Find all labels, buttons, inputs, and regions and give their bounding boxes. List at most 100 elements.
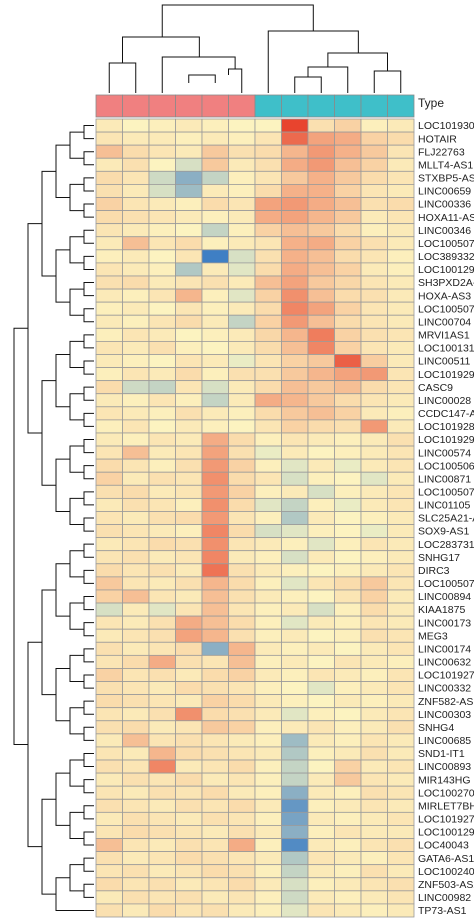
type-annotation-cell	[122, 94, 150, 118]
heatmap-cell	[334, 615, 362, 630]
heatmap-cell	[334, 877, 362, 892]
dendrogram-link	[83, 255, 94, 270]
heatmap-cell	[334, 249, 362, 264]
heatmap-cell	[254, 877, 282, 892]
heatmap-cell	[307, 393, 335, 408]
heatmap-cell	[228, 236, 256, 251]
heatmap-cell	[228, 602, 256, 617]
heatmap-cell	[122, 432, 150, 447]
heatmap-cell	[307, 118, 335, 133]
type-annotation-cell	[281, 94, 309, 118]
row-label: SLC25A21-AS1	[418, 513, 474, 525]
heatmap-cell	[175, 851, 203, 866]
heatmap-cell	[122, 184, 150, 198]
heatmap-cell	[307, 576, 335, 591]
heatmap-cell	[307, 838, 335, 852]
heatmap-cell	[281, 537, 309, 552]
heatmap-cell	[334, 184, 362, 198]
dendrogram-link	[41, 589, 56, 696]
heatmap-cell	[95, 759, 123, 774]
heatmap-cell	[281, 851, 309, 866]
heatmap-cell	[228, 563, 256, 578]
dendrogram-link	[83, 491, 94, 506]
heatmap-cell	[281, 720, 309, 735]
heatmap-cell	[122, 524, 150, 539]
heatmap-cell	[122, 131, 150, 146]
heatmap-cell	[228, 432, 256, 447]
heatmap-cell	[95, 877, 123, 892]
type-annotation-bar	[95, 94, 415, 118]
heatmap-cell	[122, 628, 150, 643]
dendrogram-link	[294, 76, 322, 93]
heatmap-cell	[254, 746, 282, 761]
heatmap-cell	[281, 210, 309, 225]
heatmap-cell	[281, 681, 309, 696]
heatmap-cell	[122, 327, 150, 342]
heatmap-cell	[334, 406, 362, 421]
heatmap-cell	[254, 825, 282, 839]
heatmap-cell	[175, 236, 203, 251]
heatmap-cell	[122, 890, 150, 905]
heatmap-cell	[95, 458, 123, 473]
heatmap-cell	[175, 275, 203, 290]
heatmap-cell	[201, 380, 229, 395]
dendrogram-link	[83, 229, 94, 244]
heatmap-cell	[228, 497, 256, 512]
row-label: ZNF582-AS1	[418, 696, 474, 708]
heatmap-cell	[95, 157, 123, 172]
row-label: ZNF503-AS2	[418, 879, 474, 891]
heatmap-cell	[122, 759, 150, 774]
heatmap-cell	[307, 275, 335, 290]
row-label: LOC100506235	[418, 460, 474, 472]
heatmap-cell	[387, 681, 415, 696]
dendrogram-link	[83, 543, 94, 558]
heatmap-cell	[122, 654, 150, 669]
heatmap-cell	[175, 641, 203, 656]
row-label: LINC01105	[418, 500, 471, 512]
heatmap-cell	[387, 563, 415, 578]
type-annotation-cell	[360, 94, 388, 118]
dendrogram-link	[108, 62, 137, 93]
heatmap-cell	[95, 393, 123, 408]
heatmap-cell	[228, 131, 256, 146]
dendrogram-link	[69, 550, 84, 578]
heatmap-cell	[360, 380, 388, 395]
heatmap-cell	[307, 654, 335, 669]
heatmap-cell	[175, 367, 203, 382]
heatmap-cell	[148, 157, 176, 172]
heatmap-cell	[387, 746, 415, 761]
heatmap-cell	[334, 838, 362, 852]
heatmap-cell	[175, 458, 203, 473]
dendrogram-link	[83, 360, 94, 375]
heatmap-cell	[122, 197, 150, 211]
heatmap-cell	[228, 668, 256, 682]
heatmap-cell	[122, 877, 150, 892]
heatmap-cell	[360, 772, 388, 787]
heatmap-cell	[95, 327, 123, 342]
heatmap-cell	[228, 327, 256, 342]
dendrogram-link	[83, 334, 94, 349]
heatmap-cell	[201, 210, 229, 225]
heatmap-cell	[334, 681, 362, 696]
heatmap-cell	[148, 144, 176, 159]
heatmap-cell	[122, 798, 150, 813]
heatmap-cell	[95, 851, 123, 866]
dendrogram-link	[83, 726, 94, 741]
heatmap-cell	[122, 864, 150, 879]
heatmap-cell	[360, 825, 388, 839]
heatmap-cell	[201, 811, 229, 826]
heatmap-cell	[175, 903, 203, 918]
heatmap-cell	[95, 785, 123, 800]
heatmap-cell	[281, 733, 309, 748]
heatmap-cell	[307, 236, 335, 251]
heatmap-cell	[307, 340, 335, 355]
heatmap-cell	[334, 772, 362, 787]
heatmap-cell	[387, 262, 415, 277]
heatmap-cell	[387, 851, 415, 866]
heatmap-cell	[228, 838, 256, 852]
heatmap-cell	[307, 615, 335, 630]
heatmap-cell	[95, 210, 123, 225]
heatmap-cell	[254, 720, 282, 735]
heatmap-cell	[334, 301, 362, 316]
heatmap-cell	[122, 210, 150, 225]
